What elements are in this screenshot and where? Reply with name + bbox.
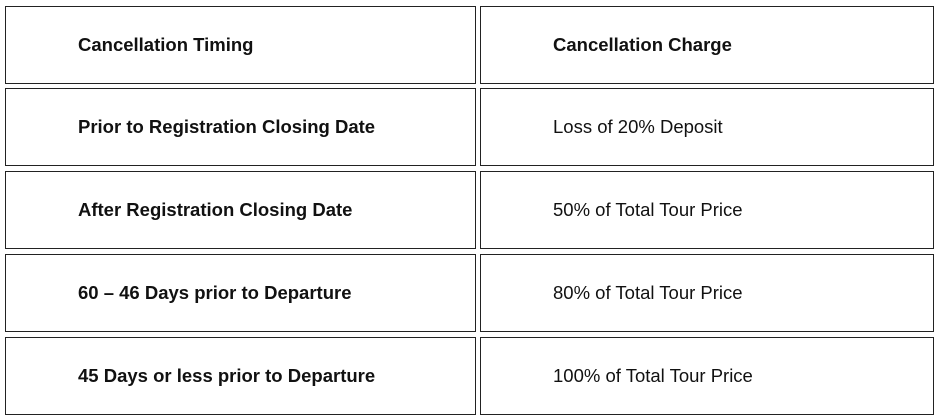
timing-cell: 45 Days or less prior to Departure [5,337,476,415]
charge-cell: 80% of Total Tour Price [480,254,934,332]
header-cell: Cancellation Charge [480,6,934,84]
timing-cell: After Registration Closing Date [5,171,476,249]
charge-cell: 100% of Total Tour Price [480,337,934,415]
header-cell: Cancellation Timing [5,6,476,84]
charge-cell: 50% of Total Tour Price [480,171,934,249]
charge-cell: Loss of 20% Deposit [480,88,934,166]
timing-cell: Prior to Registration Closing Date [5,88,476,166]
timing-cell: 60 – 46 Days prior to Departure [5,254,476,332]
